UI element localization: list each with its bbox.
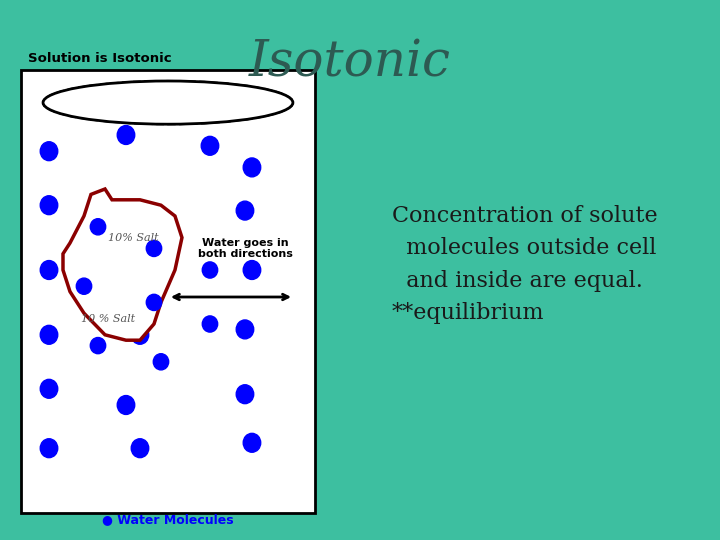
Ellipse shape [131, 438, 149, 457]
Ellipse shape [146, 294, 162, 310]
Ellipse shape [40, 195, 58, 214]
Polygon shape [63, 189, 182, 340]
Ellipse shape [40, 325, 58, 345]
Text: Concentration of solute
  molecules outside cell
  and inside are equal.
**equil: Concentration of solute molecules outsid… [392, 205, 657, 324]
Ellipse shape [131, 325, 149, 345]
Ellipse shape [76, 278, 91, 294]
Text: 10% Salt: 10% Salt [108, 233, 158, 242]
Text: Solution is Isotonic: Solution is Isotonic [28, 52, 171, 65]
Ellipse shape [236, 384, 253, 403]
Text: 10 % Salt: 10 % Salt [81, 314, 135, 323]
Ellipse shape [202, 316, 217, 332]
Ellipse shape [243, 261, 261, 280]
Ellipse shape [40, 379, 58, 398]
Ellipse shape [90, 338, 106, 354]
Text: ● Water Molecules: ● Water Molecules [102, 513, 234, 526]
Ellipse shape [146, 240, 162, 256]
Ellipse shape [40, 261, 58, 280]
Ellipse shape [153, 354, 168, 370]
Ellipse shape [90, 219, 106, 235]
Text: Isotonic: Isotonic [249, 38, 451, 87]
Ellipse shape [202, 262, 217, 278]
Ellipse shape [43, 81, 293, 124]
Ellipse shape [117, 126, 135, 144]
Ellipse shape [201, 136, 219, 156]
FancyBboxPatch shape [21, 70, 315, 513]
Ellipse shape [40, 141, 58, 160]
Ellipse shape [236, 201, 253, 220]
Ellipse shape [131, 206, 149, 226]
Ellipse shape [40, 438, 58, 457]
Ellipse shape [243, 158, 261, 177]
Text: Water goes in
both directions: Water goes in both directions [197, 238, 292, 259]
Ellipse shape [236, 320, 253, 339]
Ellipse shape [117, 395, 135, 415]
Ellipse shape [243, 433, 261, 453]
